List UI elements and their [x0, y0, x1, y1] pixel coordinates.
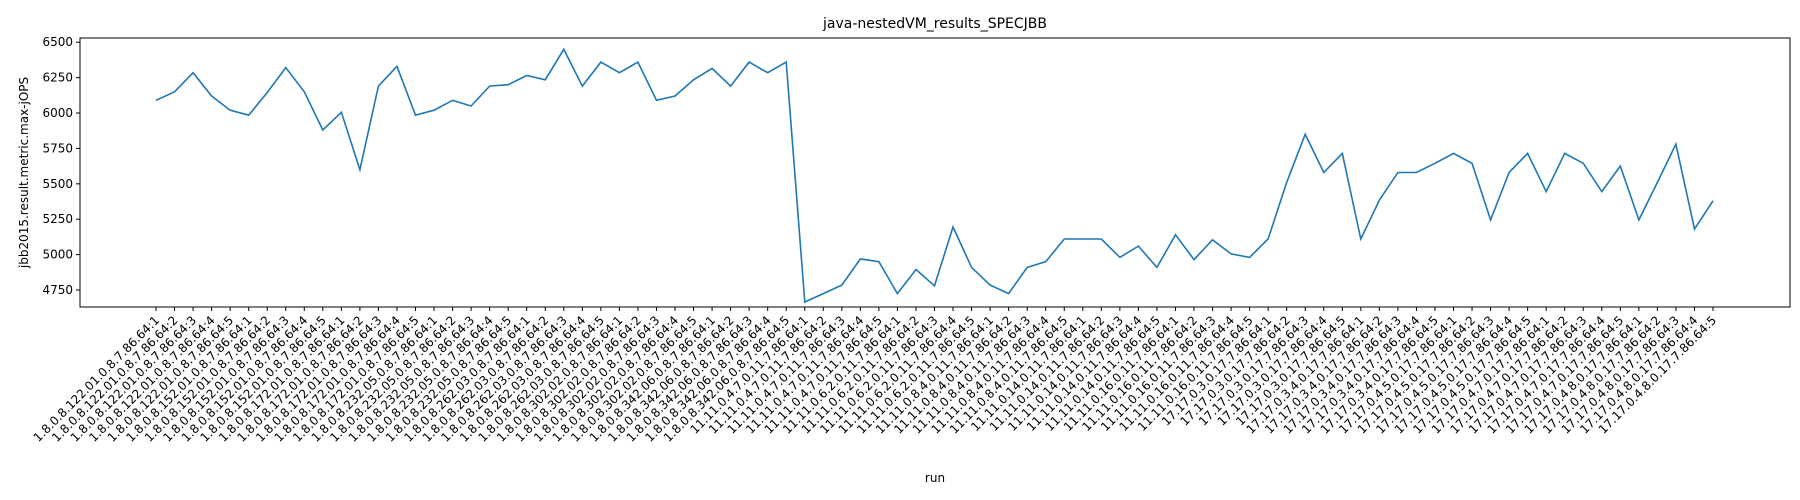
y-tick-label: 5250 — [42, 212, 73, 226]
y-axis-ticks: 4750 5000 5250 5500 5750 6000 6250 6500 — [42, 35, 80, 297]
y-tick-label: 6000 — [42, 106, 73, 120]
y-tick-label: 4750 — [42, 283, 73, 297]
y-axis-label: jbb2015.result.metric.max-jOPS — [17, 77, 31, 269]
y-tick-label: 6500 — [42, 35, 73, 49]
chart-title: java-nestedVM_results_SPECJBB — [822, 16, 1047, 32]
y-tick-label: 5500 — [42, 177, 73, 191]
y-tick-label: 5750 — [42, 141, 73, 155]
y-tick-label: 5000 — [42, 248, 73, 262]
y-tick-label: 6250 — [42, 71, 73, 85]
plot-frame — [79, 37, 1791, 308]
x-axis-ticks: 1.8.0.8.122.01.0.8.7.86.64:11.8.0.8.122.… — [31, 307, 1719, 445]
series-line — [155, 47, 1714, 304]
x-axis-label: run — [925, 471, 945, 485]
